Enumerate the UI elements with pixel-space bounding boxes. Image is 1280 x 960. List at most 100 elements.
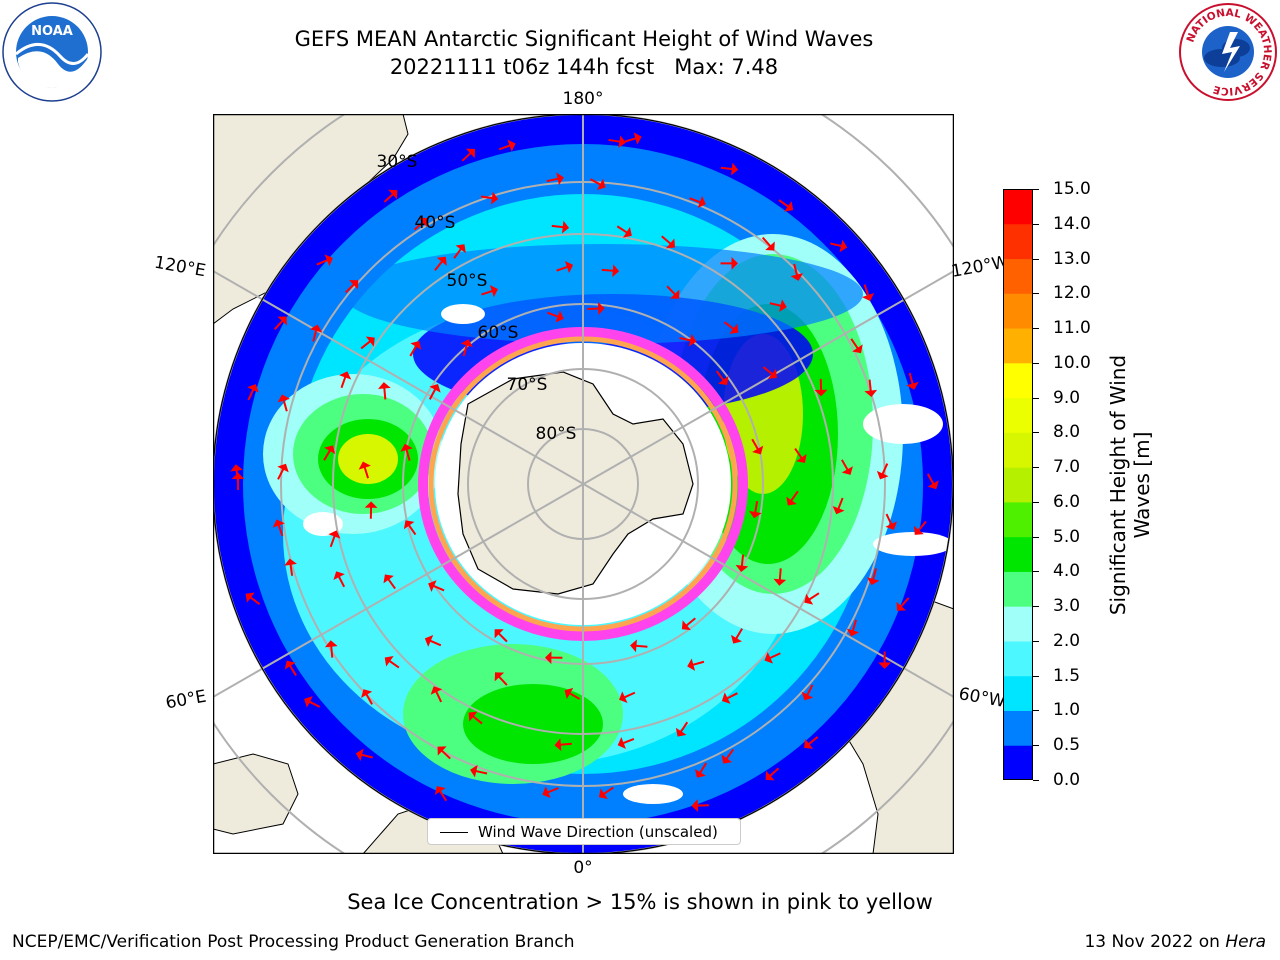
wind-arrow-head xyxy=(773,578,787,586)
map-subtitle: 20221111 t06z 144h fcst Max: 7.48 xyxy=(389,55,779,79)
wind-arrow xyxy=(917,520,927,532)
wind-arrow xyxy=(383,193,395,203)
footer-credit: NCEP/EMC/Verification Post Processing Pr… xyxy=(12,932,575,952)
wind-arrow-head xyxy=(796,453,807,463)
wind-arrow xyxy=(908,372,914,385)
wind-arrow-head xyxy=(424,635,434,647)
wind-arrow xyxy=(329,535,336,548)
wind-arrow-head xyxy=(494,629,504,639)
colorbar-segment xyxy=(1003,362,1033,399)
wind-arrow xyxy=(751,438,760,451)
wind-arrow xyxy=(863,284,870,297)
colorbar-tick-label: 6.0 xyxy=(1053,491,1081,512)
wind-arrow xyxy=(247,388,255,401)
wind-arrow xyxy=(899,597,910,608)
colorbar-tick-mark xyxy=(1033,328,1039,330)
colorbar-tick-mark xyxy=(1033,675,1039,677)
wind-arrow-head xyxy=(687,658,696,671)
wind-arrow-head xyxy=(434,786,446,795)
wind-arrow xyxy=(723,321,735,331)
wind-arrow xyxy=(837,497,844,510)
colorbar-tick-mark xyxy=(1033,467,1039,469)
wind-arrow xyxy=(546,177,559,183)
colorbar-segment xyxy=(1003,536,1033,572)
map-legend: Wind Wave Direction (unscaled) xyxy=(427,818,741,845)
wind-arrow xyxy=(769,302,782,307)
wind-arrow xyxy=(868,379,872,392)
wind-arrow xyxy=(720,166,733,171)
wind-arrow xyxy=(288,664,297,676)
wind-arrow-head xyxy=(612,264,620,278)
wind-arrow-head xyxy=(277,463,289,473)
wind-arrow-head xyxy=(418,217,428,228)
wind-arrow-head xyxy=(437,746,447,756)
wind-arrow xyxy=(409,345,418,357)
wind-arrow-head xyxy=(429,383,441,393)
wind-arrow xyxy=(360,340,372,350)
wind-arrow xyxy=(547,311,559,318)
wind-arrow-head xyxy=(630,639,637,653)
wind-arrow xyxy=(312,329,318,342)
wind-arrow-head xyxy=(906,381,919,390)
lon-label-60w: 60°W xyxy=(957,684,1007,712)
wind-arrow-head xyxy=(507,139,516,152)
colorbar-segment xyxy=(1003,501,1033,538)
wind-arrow xyxy=(559,742,572,746)
wind-arrow xyxy=(551,224,564,229)
colorbar-tick-mark xyxy=(1033,223,1039,225)
wind-arrow-head xyxy=(633,132,642,145)
wind-arrow-head xyxy=(428,580,437,592)
wind-arrow xyxy=(871,568,878,581)
wind-arrow-head xyxy=(400,443,413,452)
wind-arrow-head xyxy=(284,558,297,566)
wind-arrow-head xyxy=(767,368,777,379)
wind-arrow xyxy=(440,749,451,760)
footer-date: 13 Nov 2022 on Hera xyxy=(1084,932,1266,952)
wind-arrow-head xyxy=(784,201,794,212)
wind-arrow-head xyxy=(377,382,391,390)
colorbar-tick-label: 15.0 xyxy=(1053,179,1091,199)
wind-arrow xyxy=(851,619,858,632)
colorbar-label-line1: Significant Height of Wind xyxy=(1106,354,1130,616)
wind-arrow xyxy=(498,144,511,151)
wind-arrow-head xyxy=(731,162,739,176)
colorbar-tick-label: 1.0 xyxy=(1053,700,1081,721)
wind-arrow-head xyxy=(245,592,255,603)
wind-arrow-head xyxy=(841,466,853,475)
wind-arrow-head xyxy=(885,521,897,530)
wind-arrow-head xyxy=(489,285,498,298)
wind-arrow xyxy=(472,715,483,725)
wind-arrow-head xyxy=(878,662,892,669)
wind-arrow xyxy=(725,748,735,760)
wind-arrow-head xyxy=(466,148,476,159)
colorbar-segment xyxy=(1003,328,1033,364)
wind-arrow-head xyxy=(470,764,478,778)
wind-arrow xyxy=(568,692,581,700)
wind-arrow xyxy=(429,639,442,647)
colorbar-segment xyxy=(1003,640,1033,677)
wind-arrow-head xyxy=(339,371,352,380)
wind-arrow xyxy=(726,692,738,700)
wind-arrow-head xyxy=(694,768,706,778)
wind-arrow-head xyxy=(542,786,551,799)
wind-arrow-head xyxy=(721,754,733,764)
colorbar-segment xyxy=(1003,397,1033,433)
wind-arrow xyxy=(881,463,889,475)
wind-arrow xyxy=(808,592,820,601)
wind-arrow xyxy=(273,319,284,330)
colorbar-segment xyxy=(1003,258,1033,294)
wind-arrow-head xyxy=(765,770,775,781)
wind-arrow-head xyxy=(852,344,863,354)
wind-arrow xyxy=(365,693,373,705)
lon-label-60e: 60°E xyxy=(164,686,208,714)
wind-arrow-head xyxy=(564,260,574,274)
wind-arrow-head xyxy=(383,574,394,584)
wind-arrow xyxy=(735,628,743,640)
noaa-logo-text: NOAA xyxy=(31,24,73,39)
map-title: GEFS MEAN Antarctic Significant Height o… xyxy=(294,27,874,51)
colorbar-tick-label: 5.0 xyxy=(1053,526,1081,547)
wind-arrow xyxy=(622,738,635,745)
colorbar-tick-label: 7.0 xyxy=(1053,457,1081,478)
wind-arrow xyxy=(624,137,637,143)
lat-label-60s: 60°S xyxy=(477,323,519,343)
